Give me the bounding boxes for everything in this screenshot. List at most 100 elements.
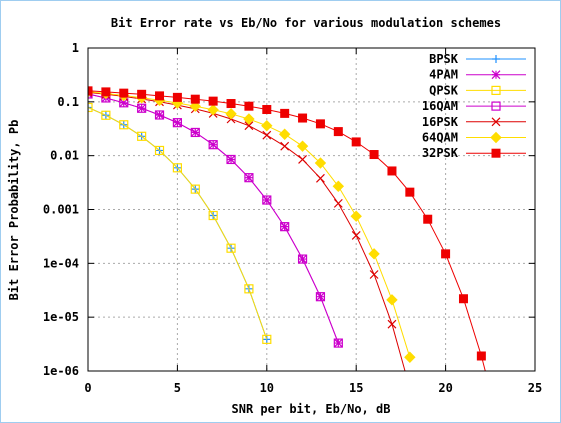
data-point-32psk bbox=[280, 108, 290, 118]
legend-label-64qam: 64QAM bbox=[422, 131, 458, 145]
data-point-64qam bbox=[261, 120, 273, 132]
data-point-16psk bbox=[244, 121, 254, 131]
data-point-32psk bbox=[333, 127, 343, 137]
data-point-16psk bbox=[262, 130, 272, 140]
data-point-64qam bbox=[332, 180, 345, 192]
data-point-64qam bbox=[386, 294, 398, 306]
data-point-32psk bbox=[208, 96, 218, 106]
legend-marker-bpsk bbox=[492, 55, 500, 63]
data-point-qpsk bbox=[226, 243, 236, 253]
plot-border bbox=[87, 47, 536, 372]
y-tick-label: 1e-04 bbox=[43, 256, 79, 270]
legend-marker-16qam bbox=[491, 101, 501, 111]
legend-item-32psk: 32PSK bbox=[422, 146, 526, 160]
data-point-32psk bbox=[387, 166, 397, 176]
y-tick-label: 0.01 bbox=[50, 149, 79, 163]
legend-label-16psk: 16PSK bbox=[422, 115, 459, 129]
data-point-16qam bbox=[297, 254, 308, 264]
data-point-32psk bbox=[226, 99, 236, 109]
y-tick-label: 0.1 bbox=[57, 95, 79, 109]
data-point-16qam bbox=[280, 222, 290, 232]
x-tick-label: 5 bbox=[174, 381, 181, 395]
data-point-16psk bbox=[387, 319, 397, 329]
data-point-32psk bbox=[405, 187, 415, 197]
series-64qam bbox=[88, 85, 416, 363]
legend-marker-16psk bbox=[491, 117, 501, 127]
data-point-16qam bbox=[154, 110, 165, 120]
legend-marker-32psk bbox=[491, 148, 501, 158]
x-tick-label: 25 bbox=[528, 381, 542, 395]
data-point-16psk bbox=[316, 173, 325, 183]
data-point-qpsk bbox=[154, 145, 165, 156]
data-point-64qam bbox=[404, 351, 416, 363]
legend-label-4pam: 4PAM bbox=[429, 68, 458, 82]
data-point-16psk bbox=[280, 141, 290, 151]
data-point-16qam bbox=[244, 173, 254, 183]
data-point-32psk bbox=[298, 113, 308, 123]
data-point-64qam bbox=[207, 104, 219, 116]
data-point-32psk bbox=[155, 91, 165, 101]
data-point-qpsk bbox=[244, 284, 254, 294]
series-line-16qam bbox=[88, 93, 339, 344]
data-point-32psk bbox=[172, 92, 182, 102]
chart-title: Bit Error rate vs Eb/No for various modu… bbox=[111, 16, 501, 30]
series-line-qpsk bbox=[88, 107, 268, 340]
data-point-16psk bbox=[298, 155, 307, 164]
data-point-32psk bbox=[137, 89, 147, 99]
y-tick-label: 1e-05 bbox=[43, 310, 79, 324]
data-point-64qam bbox=[368, 248, 380, 260]
data-point-qpsk bbox=[88, 102, 93, 113]
data-point-64qam bbox=[350, 210, 362, 222]
series-32psk bbox=[88, 86, 486, 371]
data-point-qpsk bbox=[137, 131, 147, 141]
data-point-64qam bbox=[225, 108, 237, 120]
tick-labels: 0 5 10 15 20 25 1 0.1 0.01 0.001 1e-04 1e-05 1e-06 bbox=[43, 41, 542, 395]
series-16qam bbox=[88, 89, 343, 348]
legend-item-qpsk: QPSK bbox=[429, 83, 526, 97]
data-point-16qam bbox=[190, 127, 200, 138]
x-tick-label: 0 bbox=[84, 381, 91, 395]
legend-label-16qam: 16QAM bbox=[422, 99, 458, 113]
legend-item-16psk: 16PSK bbox=[422, 115, 526, 129]
legend-label-32psk: 32PSK bbox=[422, 146, 459, 160]
data-point-qpsk bbox=[119, 120, 129, 130]
data-point-64qam bbox=[314, 157, 327, 169]
data-point-16qam bbox=[315, 292, 326, 302]
data-point-qpsk bbox=[190, 184, 200, 194]
data-point-qpsk bbox=[262, 334, 272, 344]
data-point-bpsk bbox=[88, 103, 92, 112]
data-point-64qam bbox=[243, 113, 255, 125]
legend-item-4pam: 4PAM bbox=[429, 68, 526, 82]
data-point-32psk bbox=[190, 94, 200, 104]
data-point-32psk bbox=[458, 294, 468, 304]
y-tick-label: 1e-06 bbox=[43, 364, 79, 378]
data-point-qpsk bbox=[208, 210, 218, 221]
data-point-16psk bbox=[351, 230, 361, 240]
data-point-32psk bbox=[244, 101, 254, 111]
data-point-32psk bbox=[88, 86, 93, 96]
legend-item-64qam: 64QAM bbox=[422, 131, 526, 145]
data-point-16qam bbox=[226, 154, 236, 165]
data-point-16qam bbox=[137, 103, 147, 113]
y-tick-label: 1 bbox=[72, 41, 79, 55]
legend-label-qpsk: QPSK bbox=[429, 83, 459, 97]
data-point-32psk bbox=[119, 88, 129, 98]
series-group bbox=[88, 85, 486, 371]
series-line-16psk bbox=[88, 91, 406, 371]
series-16psk bbox=[88, 87, 406, 371]
data-point-32psk bbox=[369, 150, 379, 160]
data-point-32psk bbox=[315, 119, 325, 129]
data-point-16qam bbox=[208, 140, 218, 150]
data-point-qpsk bbox=[101, 110, 111, 120]
x-tick-label: 15 bbox=[349, 381, 363, 395]
legend-marker-4pam bbox=[491, 70, 501, 80]
legend-marker-64qam bbox=[490, 131, 502, 144]
data-point-64qam bbox=[278, 128, 291, 140]
y-axis-label: Bit Error Probability, Pb bbox=[7, 120, 21, 301]
legend-item-16qam: 16QAM bbox=[422, 99, 526, 113]
data-point-16psk bbox=[369, 270, 379, 279]
data-point-32psk bbox=[441, 249, 451, 259]
x-axis-label: SNR per bit, Eb/No, dB bbox=[232, 402, 391, 416]
data-point-32psk bbox=[262, 105, 272, 115]
